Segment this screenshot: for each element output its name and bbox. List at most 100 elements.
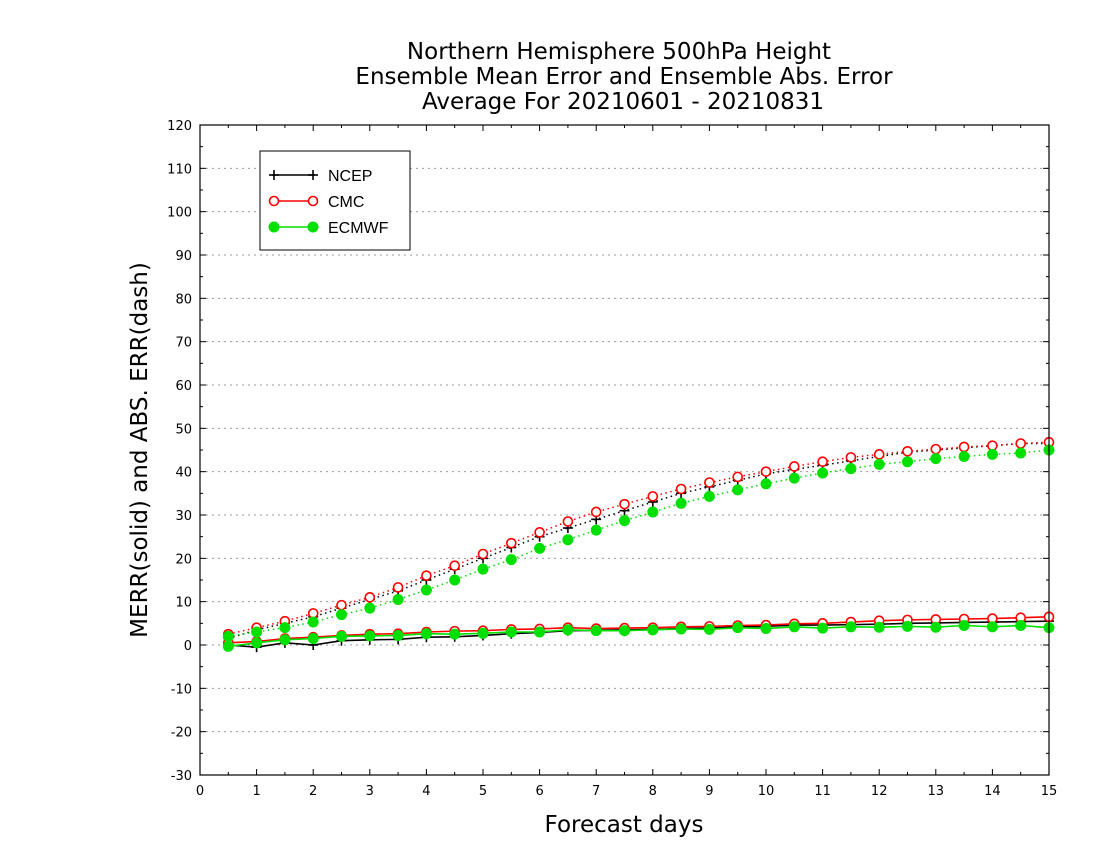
series-ecmwf-abs-err-point [562, 534, 574, 546]
series-ecmwf-merr-point [902, 620, 913, 632]
series-ecmwf-merr-point [817, 622, 829, 634]
series-ecmwf-merr-point [647, 624, 659, 636]
y-tick-label: 50 [175, 422, 192, 437]
x-axis-label: Forecast days [545, 812, 704, 838]
series-ecmwf-abs-err-point [788, 472, 800, 484]
series-ecmwf-merr-point [279, 634, 291, 646]
series-cmc-abs-err-point [760, 466, 772, 477]
series-ecmwf-abs-err-point [619, 515, 630, 527]
series-cmc-abs-err-point [534, 527, 545, 538]
series-ecmwf-abs-err-point [703, 490, 715, 502]
series-ecmwf-merr-point [675, 623, 687, 635]
series-ecmwf-merr-point [392, 629, 404, 641]
y-tick-label: -10 [171, 682, 192, 697]
series-cmc-abs-err-point [704, 477, 715, 488]
x-tick-label: 7 [592, 784, 600, 799]
series-ecmwf-merr-point [505, 626, 517, 638]
x-tick-label: 11 [814, 784, 831, 799]
series-ecmwf-abs-err-point [364, 602, 376, 614]
series-ecmwf-merr-point [760, 623, 772, 635]
legend-ecmwf-marker-right [307, 221, 319, 233]
series-cmc-abs-err-line [228, 441, 1050, 635]
series-ecmwf-merr-point [364, 630, 376, 642]
legend-ncep-marker-left [269, 170, 279, 180]
x-tick-label: 15 [1041, 784, 1058, 799]
series-ecmwf-abs-err-point [279, 622, 291, 634]
series-ecmwf-abs-err-point [534, 542, 546, 554]
series-ecmwf-abs-err-point [1015, 447, 1027, 459]
series-ecmwf-abs-err-point [590, 524, 602, 536]
series-ecmwf-abs-err-point [449, 574, 461, 586]
series-cmc-abs-err-point [930, 443, 942, 455]
series-ecmwf-merr-point [477, 627, 489, 639]
y-tick-label: 100 [167, 206, 192, 221]
y-tick-label: 110 [167, 162, 192, 177]
series-ecmwf-abs-err-point [732, 484, 744, 496]
series-ecmwf-merr-point [986, 621, 998, 633]
x-tick-label: 2 [309, 784, 317, 799]
series-ecmwf-merr-point [562, 624, 574, 636]
series-ecmwf-abs-err-point [958, 451, 970, 462]
series-ecmwf-merr-point [251, 637, 263, 649]
series-ecmwf-abs-err-point [477, 563, 489, 575]
series-cmc-abs-err-point [958, 441, 970, 453]
x-tick-label: 5 [479, 784, 487, 799]
plot-frame [199, 124, 1050, 776]
series-cmc-abs-err-point [675, 483, 687, 495]
series-ecmwf-abs-err-point [336, 609, 347, 621]
series-ncep-abs-err-line [228, 442, 1049, 640]
legend: NCEP CMC ECMWF [259, 150, 411, 251]
series-ecmwf-merr-point [958, 620, 970, 631]
series-ecmwf-abs-err-point [675, 497, 687, 509]
series-cmc-abs-err-point [902, 445, 913, 457]
series-ecmwf-merr-point [222, 640, 234, 652]
series-ecmwf-abs-err-point [307, 616, 319, 628]
series-ecmwf-abs-err-point [760, 478, 772, 490]
series-ecmwf-merr-point [449, 628, 461, 640]
chart-title: Northern Hemisphere 500hPa Height Ensemb… [355, 39, 893, 115]
series-cmc-abs-err-point [1015, 438, 1027, 449]
series-cmc-abs-err-point [336, 599, 347, 611]
series-ecmwf-merr-point [534, 626, 546, 638]
series-cmc-abs-err-point [845, 452, 857, 463]
x-tick-label: 13 [928, 784, 945, 799]
series-ecmwf-abs-err-point [817, 467, 829, 479]
series-ecmwf-merr-point [732, 622, 744, 634]
series-ecmwf-abs-err-point [647, 506, 659, 518]
series-cmc-abs-err-point [647, 491, 659, 502]
series-cmc-abs-err-point [987, 440, 998, 451]
series-cmc-abs-err-point [817, 456, 828, 468]
series-cmc-abs-err-point [477, 548, 489, 560]
series-ecmwf-merr-point [619, 625, 630, 637]
x-tick-label: 3 [366, 784, 374, 799]
legend-ecmwf-marker-left [268, 221, 280, 233]
series-cmc-abs-err-point [364, 592, 376, 603]
series-ecmwf-abs-err-point [505, 554, 517, 566]
legend-cmc-label: CMC [328, 194, 364, 211]
y-tick-label: -20 [171, 726, 192, 741]
y-tick-label: 20 [175, 552, 192, 567]
series-layer [222, 436, 1055, 653]
title-line-3: Average For 20210601 - 20210831 [422, 89, 824, 115]
legend-cmc-marker-right [307, 195, 319, 207]
x-tick-label: 9 [705, 784, 713, 799]
series-ncep-merr-line [228, 620, 1050, 648]
y-axis-label: MERR(solid) and ABS. ERR(dash) [127, 262, 153, 638]
series-ecmwf-merr-point [930, 621, 942, 633]
series-cmc-abs-err-point [449, 560, 461, 572]
series-cmc-abs-err-point [307, 608, 319, 619]
x-tick-label: 12 [871, 784, 888, 799]
series-ecmwf-merr-point [307, 633, 319, 644]
y-tick-label: 90 [175, 249, 192, 264]
series-ecmwf-abs-err-point [420, 584, 432, 596]
series-cmc-abs-err-point [421, 570, 432, 581]
x-tick-label: 14 [984, 784, 1001, 799]
series-ecmwf-merr-point [420, 628, 432, 640]
series-cmc-abs-err-point [788, 461, 800, 472]
series-cmc-abs-err-point [619, 498, 630, 510]
series-ecmwf-merr-point [873, 621, 885, 633]
series-cmc-abs-err-point [505, 537, 517, 549]
series-ecmwf-merr-point [1015, 620, 1027, 631]
series-ecmwf-abs-err-point [845, 463, 857, 475]
